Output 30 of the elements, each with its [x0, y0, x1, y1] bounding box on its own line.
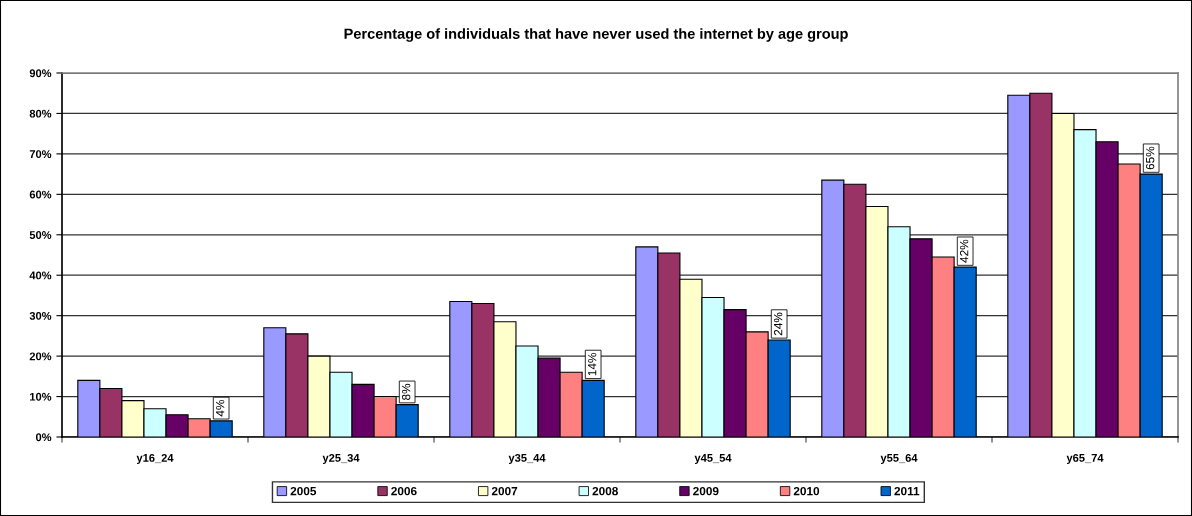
legend-label: 2006: [391, 486, 417, 496]
x-tick-label: y65_74: [1066, 453, 1104, 465]
y-tick-label: 80%: [29, 109, 52, 118]
x-tick-label: y25_34: [322, 453, 360, 465]
x-tick-label: y55_64: [880, 453, 918, 465]
legend-label: 2008: [592, 486, 618, 496]
legend-label: 2005: [290, 486, 317, 496]
y-tick-label: 70%: [29, 150, 52, 159]
x-tick-label: y16_24: [136, 453, 174, 465]
y-tick-label: 60%: [29, 190, 52, 199]
legend-label: 2007: [491, 486, 518, 496]
data-label: 24%: [773, 312, 783, 336]
legend-label: 2009: [693, 486, 719, 496]
data-label: 4%: [216, 400, 225, 417]
y-tick-label: 90%: [29, 69, 52, 78]
y-tick-label: 30%: [29, 311, 52, 320]
y-tick-label: 40%: [29, 271, 52, 280]
x-tick-label: y35_44: [508, 453, 546, 465]
data-label: 8%: [401, 383, 411, 400]
y-tick-label: 10%: [30, 392, 52, 401]
x-tick-label: y45_54: [694, 454, 732, 465]
y-tick-label: 50%: [29, 231, 52, 239]
data-label: 42%: [959, 239, 969, 263]
legend-label: 2010: [793, 486, 820, 496]
data-label: 65%: [1145, 146, 1155, 170]
y-tick-label: 0%: [35, 433, 52, 442]
data-label: 14%: [588, 353, 597, 376]
y-tick-label: 20%: [29, 352, 52, 361]
chart-title: Percentage of individuals that have never used the internet by age group: [344, 28, 848, 42]
legend-label: 2011: [894, 486, 920, 496]
